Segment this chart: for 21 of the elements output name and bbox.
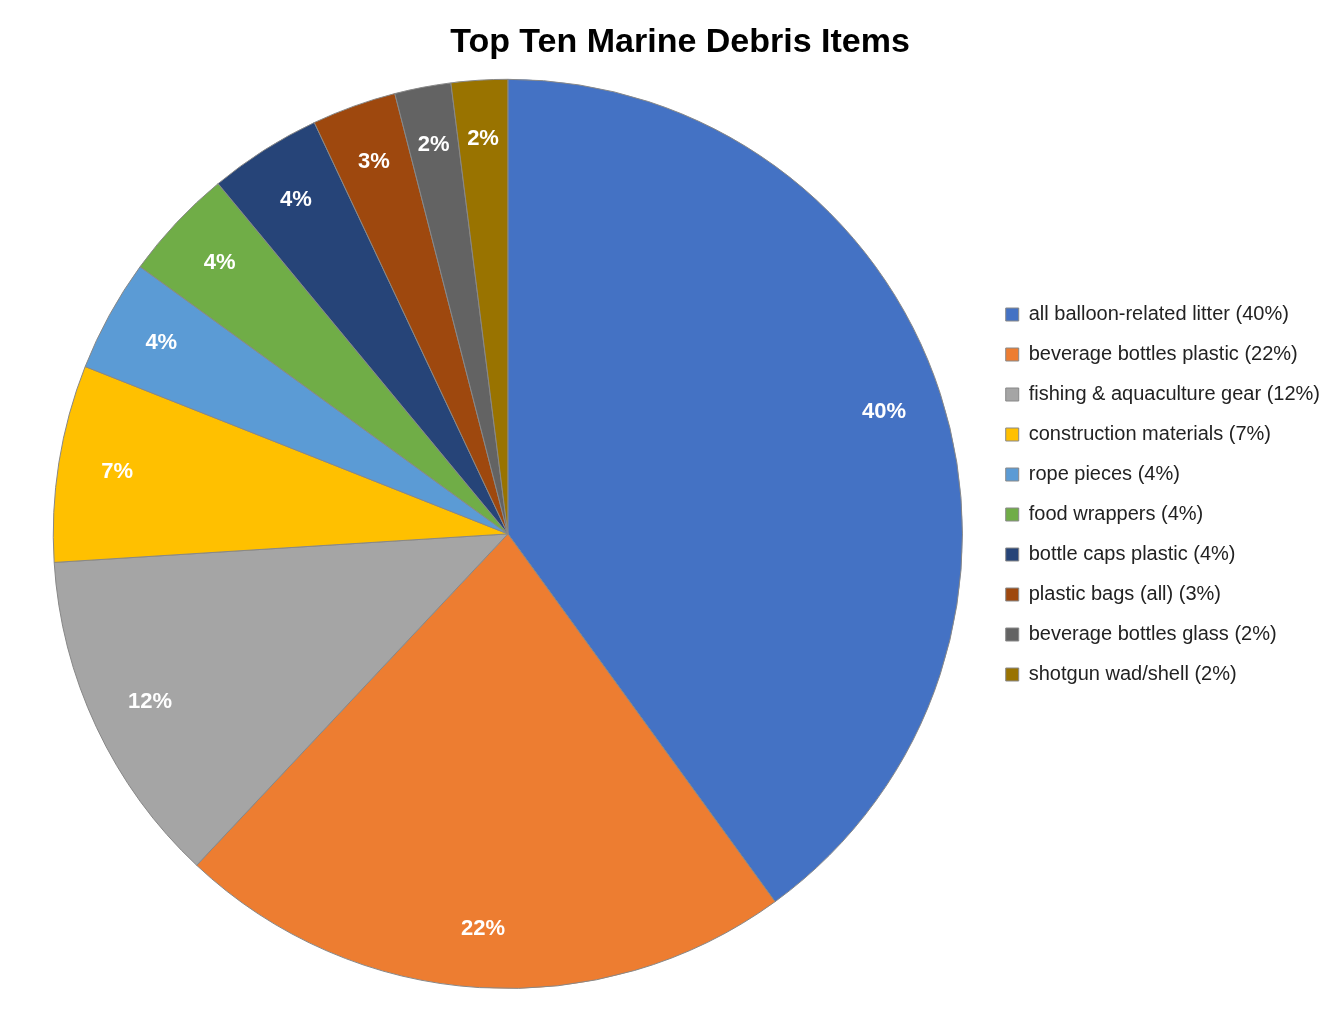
data-label: 40% [861, 397, 907, 423]
data-label: 2% [417, 131, 450, 157]
legend-label: bottle caps plastic (4%) [1028, 542, 1236, 565]
data-label: 4% [145, 329, 178, 355]
data-label: 2% [467, 125, 499, 151]
data-label: 7% [101, 458, 134, 484]
data-label: 3% [357, 147, 390, 173]
legend-label: beverage bottles glass (2%) [1028, 622, 1277, 645]
legend-label: plastic bags (all) (3%) [1028, 582, 1222, 605]
data-label: 4% [280, 186, 312, 212]
legend-label: all balloon-related litter (40%) [1028, 302, 1289, 325]
legend-label: food wrappers (4%) [1028, 502, 1204, 525]
legend-label: fishing & aquaculture gear (12%) [1028, 382, 1320, 405]
data-label: 12% [127, 688, 173, 714]
legend-label: shotgun wad/shell (2%) [1028, 662, 1237, 685]
legend-label: beverage bottles plastic (22%) [1028, 342, 1298, 365]
chart-title: Top Ten Marine Debris Items [450, 20, 910, 59]
legend-label: construction materials (7%) [1028, 422, 1272, 445]
legend-label: rope pieces (4%) [1028, 462, 1180, 485]
data-label: 4% [203, 249, 236, 275]
data-label: 22% [461, 914, 506, 940]
